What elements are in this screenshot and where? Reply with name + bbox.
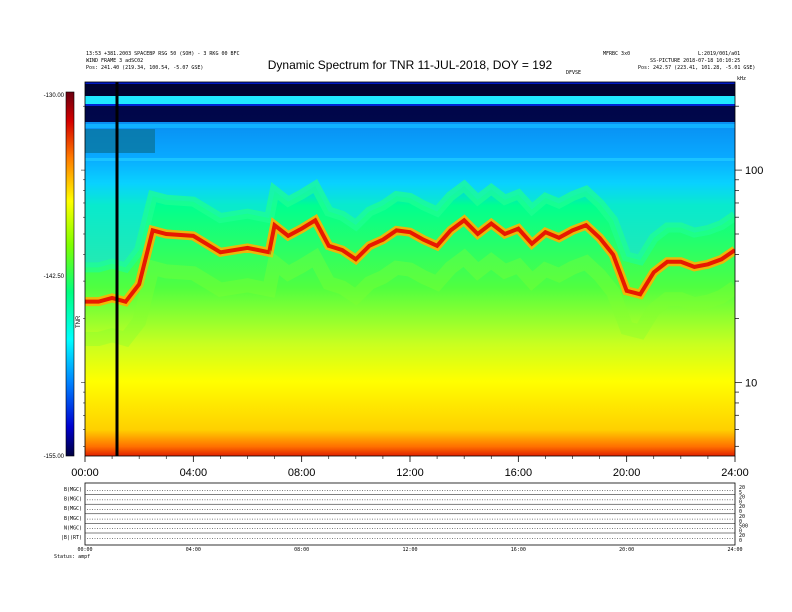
x-tick-label: 00:00 <box>71 467 99 479</box>
spectrogram <box>85 82 735 456</box>
lower-right-tick: 20 <box>739 504 745 510</box>
lower-right-tick: 20 <box>739 533 745 539</box>
frequency-axis: 10 100 <box>81 105 763 447</box>
x-tick-label: 16:00 <box>505 467 533 479</box>
header-right-line1: L:2019/001/a01 <box>698 51 740 57</box>
lower-row-label: B(MGC) <box>64 497 82 503</box>
lower-right-tick: 0 <box>739 538 742 544</box>
lower-row-label: B(MGC) <box>64 487 82 493</box>
y-tick-label: 10 <box>745 377 757 389</box>
x-tick-label: 12:00 <box>396 467 424 479</box>
header-mid-right: MFRBC 3x0 <box>603 51 630 57</box>
colorbar <box>65 91 75 457</box>
spectrum-ridge-core <box>85 217 735 304</box>
x-tick-label: 24:00 <box>721 467 749 479</box>
header-right-line2: SS-PICTURE 2018-07-18 10:10:25 <box>650 58 740 64</box>
spectrum-green-edge <box>85 179 735 274</box>
lower-x-tick-label: 12:00 <box>402 547 417 553</box>
x-tick-label: 08:00 <box>288 467 316 479</box>
lower-x-tick-label: 08:00 <box>294 547 309 553</box>
header-left-line1: 13:53 +381.2003 SPACEBP RSG 50 (SOH) - 3… <box>86 51 240 57</box>
header-right-line3: Pos: 242.57 (223.41, 101.28, -5.01 GSE) <box>638 65 755 71</box>
lower-x-tick-label: 16:00 <box>511 547 526 553</box>
lower-x-tick-label: 20:00 <box>619 547 634 553</box>
colorbar-max-label: -130.00 <box>44 93 65 99</box>
lower-row-label: B(MGC) <box>64 506 82 512</box>
chart-title: Dynamic Spectrum for TNR 11-JUL-2018, DO… <box>268 58 553 72</box>
lower-right-tick: 5 <box>739 490 742 496</box>
spectrogram-dark-band-2 <box>85 106 735 122</box>
lower-right-tick: 0 <box>739 528 742 534</box>
x-tick-label: 20:00 <box>613 467 641 479</box>
time-axis: 00:00 04:00 08:00 12:00 16:00 20:00 24:00 <box>71 456 749 479</box>
lower-right-tick: 20 <box>739 485 745 491</box>
colorbar-min-label: -155.00 <box>44 454 65 460</box>
intensity-ridge-layer <box>85 122 735 348</box>
spectrogram-dark-band <box>85 84 735 96</box>
lower-right-tick: 0 <box>739 519 742 525</box>
header-small-center: DFVSE <box>566 70 581 76</box>
header-left-line2: WIND FRAME 3 adSC02 <box>86 58 143 64</box>
lower-right-tick: 500 <box>739 523 748 529</box>
colorbar-axis-label: TNR <box>76 315 82 328</box>
lower-x-tick-label: 24:00 <box>727 547 742 553</box>
lower-x-tick-label: 04:00 <box>186 547 201 553</box>
lower-right-tick: 20 <box>739 514 745 520</box>
y-tick-label: 100 <box>745 165 763 177</box>
header-left-line3: Pos: 241.40 (219.34, 100.54, -5.07 GSE) <box>86 65 203 71</box>
lower-row-label: |B|(RT) <box>61 535 82 541</box>
colorbar-mid-label: -142.50 <box>44 274 65 280</box>
lower-right-tick: 0 <box>739 500 742 506</box>
header-right-corner: kHz <box>737 76 746 82</box>
lower-x-tick-label: 00:00 <box>77 547 92 553</box>
lower-row-label: B(MGC) <box>64 516 82 522</box>
spectrogram-light-band <box>85 96 735 104</box>
spectrum-lower-halo <box>85 247 735 348</box>
lower-right-tick: 0 <box>739 509 742 515</box>
lower-row-label: N(MGC) <box>64 525 82 531</box>
x-tick-label: 04:00 <box>180 467 208 479</box>
status-label: Status: ampf <box>54 554 90 560</box>
lower-right-tick: 20 <box>739 495 745 501</box>
